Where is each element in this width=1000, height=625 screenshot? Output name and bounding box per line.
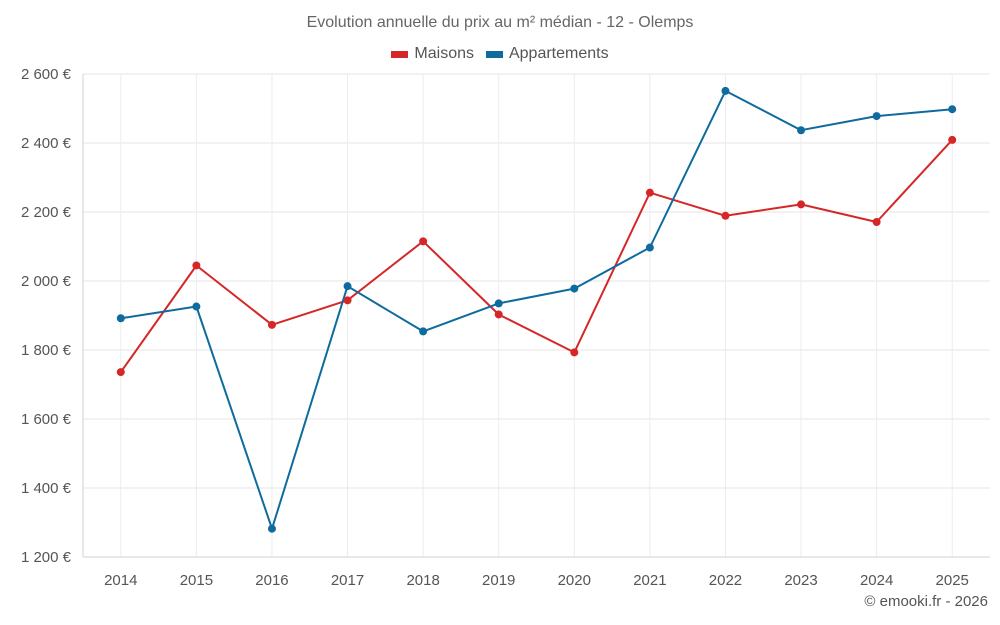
y-tick-label: 1 400 €	[21, 480, 72, 497]
copyright-footer: © emooki.fr - 2026	[864, 593, 988, 610]
x-tick-label: 2016	[255, 572, 288, 589]
x-tick-label: 2025	[936, 572, 969, 589]
x-tick-label: 2020	[558, 572, 591, 589]
x-tick-label: 2017	[331, 572, 364, 589]
data-point-maisons	[192, 261, 201, 270]
legend-swatch-maisons	[391, 50, 409, 58]
series-line-appartements	[120, 89, 953, 530]
data-point-maisons	[948, 135, 957, 144]
data-point-appartements	[721, 86, 730, 95]
y-tick-label: 1 800 €	[21, 342, 72, 359]
legend-label-appartements: Appartements	[508, 45, 609, 62]
data-point-appartements	[494, 299, 503, 308]
data-point-appartements	[192, 302, 201, 311]
x-tick-label: 2019	[482, 572, 515, 589]
data-point-maisons	[343, 296, 352, 305]
y-tick-label: 1 200 €	[21, 549, 72, 566]
x-tick-label: 2018	[406, 572, 439, 589]
y-tick-label: 2 200 €	[21, 204, 72, 221]
legend-swatch-appartements	[485, 50, 503, 58]
y-tick-label: 1 600 €	[21, 411, 72, 428]
chart-title: Evolution annuelle du prix au m² médian …	[306, 14, 694, 31]
legend-item-maisons[interactable]: Maisons	[391, 45, 474, 63]
data-point-appartements	[797, 126, 806, 135]
data-point-maisons	[872, 218, 881, 227]
data-point-appartements	[419, 327, 428, 336]
data-point-appartements	[948, 105, 957, 114]
data-point-appartements	[343, 282, 352, 291]
x-tick-label: 2024	[860, 572, 893, 589]
legend-item-appartements[interactable]: Appartements	[485, 45, 609, 63]
data-point-maisons	[267, 320, 276, 329]
data-point-maisons	[494, 310, 503, 319]
y-tick-label: 2 400 €	[21, 135, 72, 152]
y-tick-label: 2 000 €	[21, 273, 72, 290]
data-point-maisons	[721, 211, 730, 220]
data-point-maisons	[419, 237, 428, 246]
series-line-maisons	[119, 139, 953, 373]
data-point-appartements	[570, 284, 579, 293]
x-tick-label: 2014	[104, 572, 137, 589]
data-point-appartements	[267, 524, 276, 533]
legend-label-maisons: Maisons	[414, 45, 474, 62]
data-point-appartements	[116, 314, 125, 323]
chart-legend: Maisons Appartements	[0, 45, 1000, 63]
x-tick-label: 2022	[709, 572, 742, 589]
x-tick-label: 2023	[784, 572, 817, 589]
y-tick-label: 2 600 €	[21, 66, 72, 83]
data-point-appartements	[645, 243, 654, 252]
data-point-maisons	[570, 348, 579, 357]
data-point-appartements	[872, 112, 881, 121]
x-tick-label: 2015	[180, 572, 213, 589]
x-tick-label: 2021	[633, 572, 666, 589]
data-point-maisons	[797, 200, 806, 209]
data-point-maisons	[116, 368, 125, 377]
data-point-maisons	[645, 188, 654, 197]
